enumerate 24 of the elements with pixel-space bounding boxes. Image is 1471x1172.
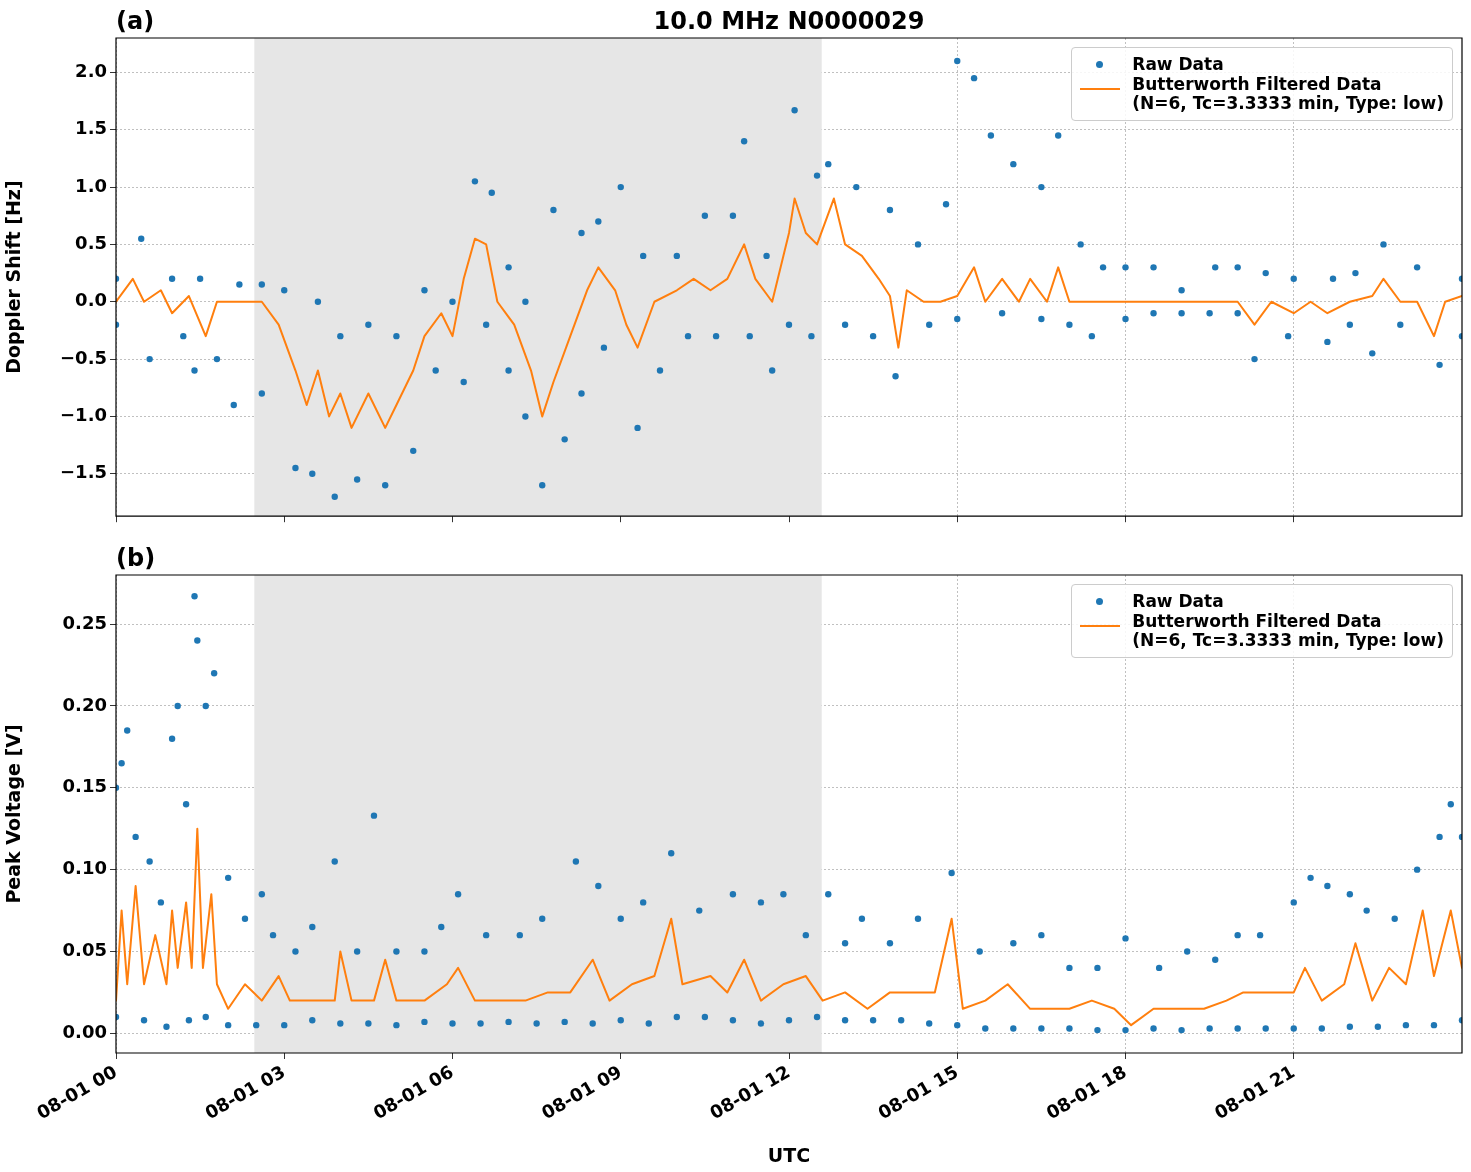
legend-label: Raw Data — [1132, 591, 1224, 611]
y-tick-label: 0.10 — [62, 857, 107, 879]
legend-label: Butterworth Filtered Data (N=6, Tc=3.3333 min, Type: low) — [1132, 611, 1444, 650]
chart-title: 10.0 MHz N0000029 — [653, 7, 925, 35]
legend-label: Raw Data — [1132, 54, 1224, 74]
legend-label: Butterworth Filtered Data (N=6, Tc=3.3333 min, Type: low) — [1132, 74, 1444, 113]
x-axis-title: UTC — [767, 1143, 811, 1166]
y-axis-title: Doppler Shift [Hz] — [2, 180, 25, 374]
y-tick-label: 2.0 — [75, 60, 107, 82]
y-tick-label: −1.5 — [60, 461, 107, 483]
y-tick-label: 0.25 — [62, 611, 107, 633]
y-tick-label: 0.5 — [75, 232, 107, 254]
y-tick-label: 0.20 — [62, 693, 107, 715]
y-tick-label: 0.0 — [75, 289, 107, 311]
y-tick-label: 0.00 — [62, 1021, 107, 1043]
y-tick-label: −0.5 — [60, 346, 107, 368]
y-tick-label: 0.15 — [62, 775, 107, 797]
y-axis-title: Peak Voltage [V] — [2, 724, 25, 904]
y-tick-label: 1.5 — [75, 117, 107, 139]
y-tick-label: 1.0 — [75, 174, 107, 196]
text: (a) — [116, 7, 155, 35]
y-tick-label: −1.0 — [60, 404, 107, 426]
text: (b) — [116, 544, 156, 572]
y-tick-label: 0.05 — [62, 939, 107, 961]
